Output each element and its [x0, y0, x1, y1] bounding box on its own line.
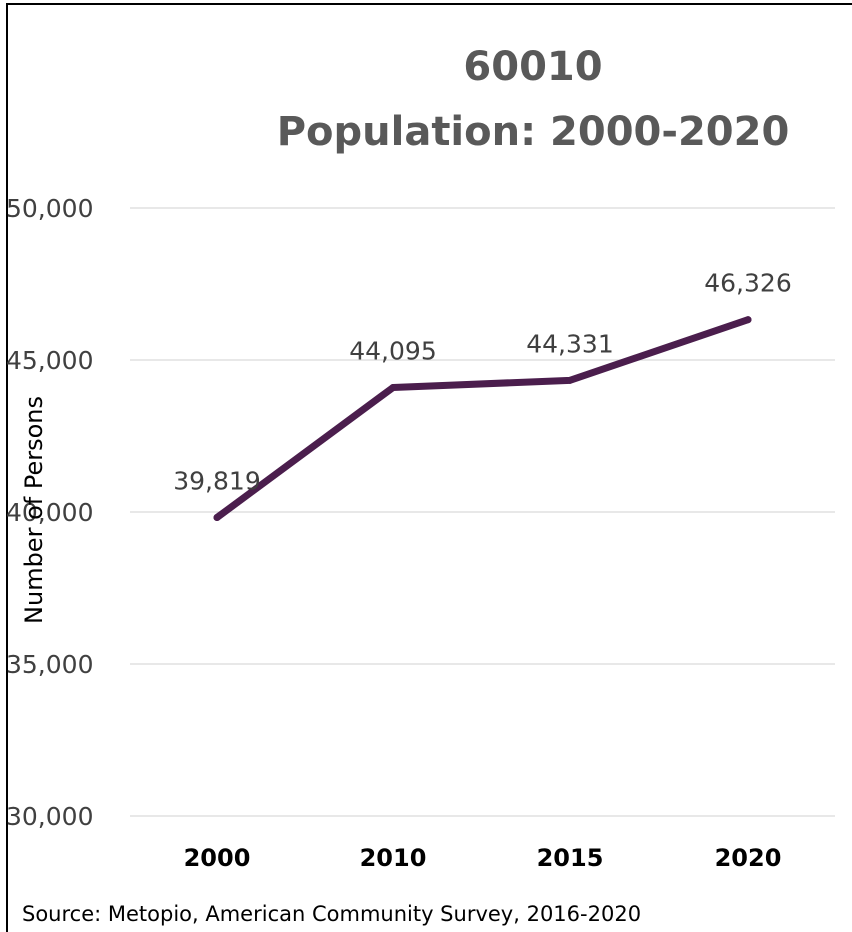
chart-title: 60010: [463, 44, 602, 90]
data-point: [566, 376, 574, 384]
series-line: [213, 316, 752, 522]
data-point: [744, 316, 752, 324]
y-tick-label: 35,000: [6, 650, 93, 679]
x-tick-label: 2015: [537, 844, 604, 872]
x-tick-label: 2000: [184, 844, 251, 872]
data-label: 44,331: [526, 329, 613, 358]
x-tick-label: 2020: [715, 844, 782, 872]
y-axis-label: Number of Persons: [20, 396, 48, 624]
y-tick-label: 50,000: [6, 194, 93, 223]
y-tick-label: 40,000: [6, 498, 93, 527]
data-point: [213, 514, 221, 522]
data-point: [389, 384, 397, 392]
y-tick-label: 45,000: [6, 346, 93, 375]
x-tick-label: 2010: [360, 844, 427, 872]
chart-subtitle: Population: 2000-2020: [277, 109, 790, 155]
y-tick-label: 30,000: [6, 802, 93, 831]
data-label: 46,326: [704, 269, 791, 298]
source-note: Source: Metopio, American Community Surv…: [22, 902, 641, 926]
chart-frame: [6, 3, 852, 932]
data-label: 39,819: [173, 467, 260, 496]
data-label: 44,095: [349, 337, 436, 366]
